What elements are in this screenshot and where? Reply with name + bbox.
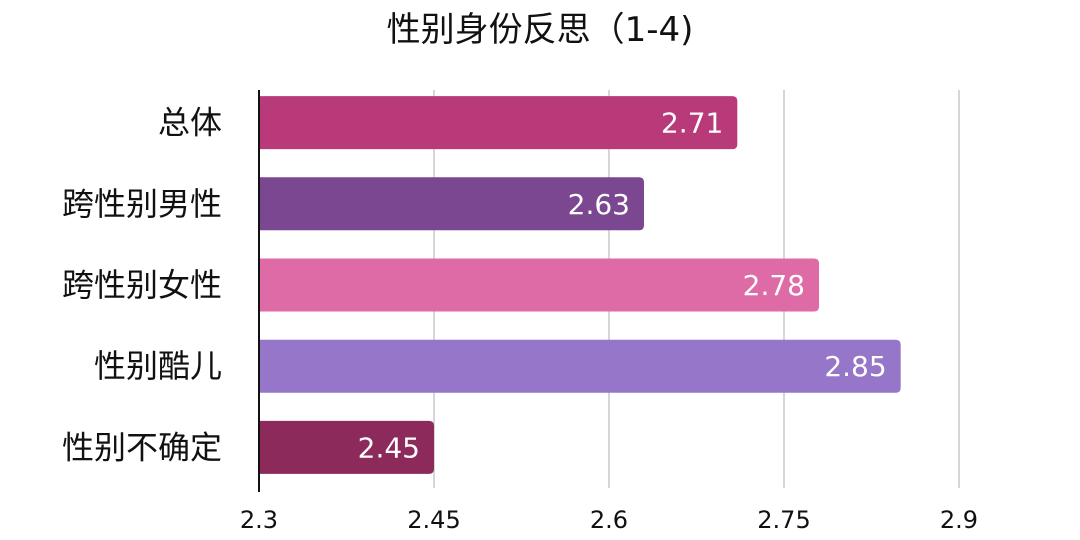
- bar: [259, 96, 738, 150]
- category-label: 性别不确定: [62, 428, 222, 466]
- category-label: 跨性别男性: [62, 185, 222, 223]
- data-label: 2.45: [358, 431, 420, 464]
- x-tick-label: 2.9: [940, 506, 978, 534]
- data-label: 2.63: [568, 188, 630, 221]
- x-tick-label: 2.3: [240, 506, 278, 534]
- bar: [259, 177, 644, 231]
- data-label: 2.78: [743, 269, 805, 302]
- category-label: 总体: [158, 104, 222, 142]
- data-label: 2.71: [661, 107, 723, 140]
- chart-title: 性别身份反思（1-4): [386, 10, 694, 50]
- category-label: 性别酷儿: [94, 347, 222, 385]
- bar: [259, 420, 434, 474]
- bar: [259, 339, 901, 393]
- bar: [259, 258, 819, 312]
- x-tick-label: 2.45: [407, 506, 460, 534]
- x-tick-label: 2.75: [757, 506, 810, 534]
- x-tick-label: 2.6: [590, 506, 628, 534]
- category-label: 跨性别女性: [62, 266, 222, 304]
- data-label: 2.85: [824, 350, 886, 383]
